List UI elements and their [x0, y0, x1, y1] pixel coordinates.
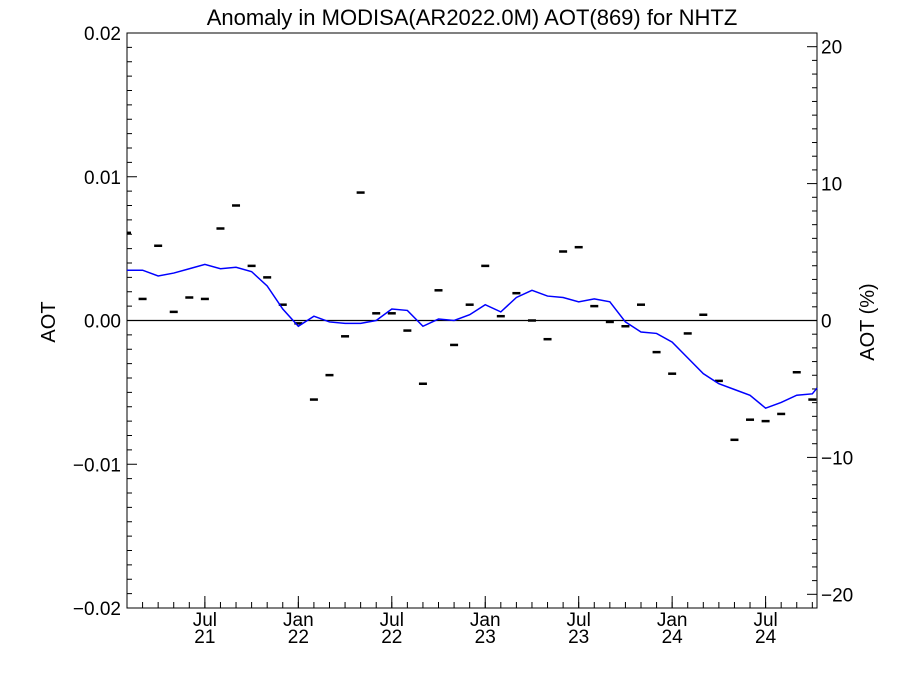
x-tick-label-year: 24 — [755, 627, 777, 648]
x-tick-label-month: Jan — [470, 610, 501, 631]
x-tick-label-month: Jul — [567, 610, 591, 631]
running-mean-line — [127, 263, 818, 410]
x-tick-label-year: 21 — [194, 627, 215, 648]
y-tick-label-right: 20 — [821, 38, 842, 59]
y-axis-label-left: AOT — [38, 301, 60, 342]
y-tick-label-right: 0 — [821, 312, 832, 333]
y-ticks-right: 20 10 0 −10 −20 — [807, 32, 853, 609]
y-tick-label-left: 0.00 — [84, 312, 121, 333]
x-tick-label-year: 22 — [381, 627, 402, 648]
y-tick-label-right: −10 — [821, 448, 853, 469]
y-tick-label-left: 0.02 — [84, 24, 121, 45]
x-tick-label-year: 24 — [662, 627, 684, 648]
x-tick-label-year: 23 — [568, 627, 589, 648]
x-tick-label-year: 23 — [475, 627, 496, 648]
chart-title: Anomaly in MODISA(AR2022.0M) AOT(869) fo… — [207, 5, 738, 30]
y-tick-label-right: 10 — [821, 175, 842, 196]
monthly-anomaly-points — [127, 191, 817, 442]
y-tick-label-right: −20 — [821, 585, 853, 606]
y-ticks-left: 0.02 0.01 0.00 −0.01 −0.02 — [73, 24, 137, 620]
y-tick-label-left: 0.01 — [84, 168, 121, 189]
x-tick-label-year: 22 — [288, 627, 309, 648]
y-axis-label-right: AOT (%) — [857, 283, 879, 360]
x-tick-label-month: Jul — [380, 610, 404, 631]
y-tick-label-left: −0.01 — [73, 455, 121, 476]
y-tick-label-left: −0.02 — [73, 599, 121, 620]
x-tick-label-month: Jan — [283, 610, 314, 631]
x-tick-label-month: Jul — [753, 610, 777, 631]
x-tick-label-month: Jan — [657, 610, 688, 631]
x-tick-label-month: Jul — [193, 610, 217, 631]
